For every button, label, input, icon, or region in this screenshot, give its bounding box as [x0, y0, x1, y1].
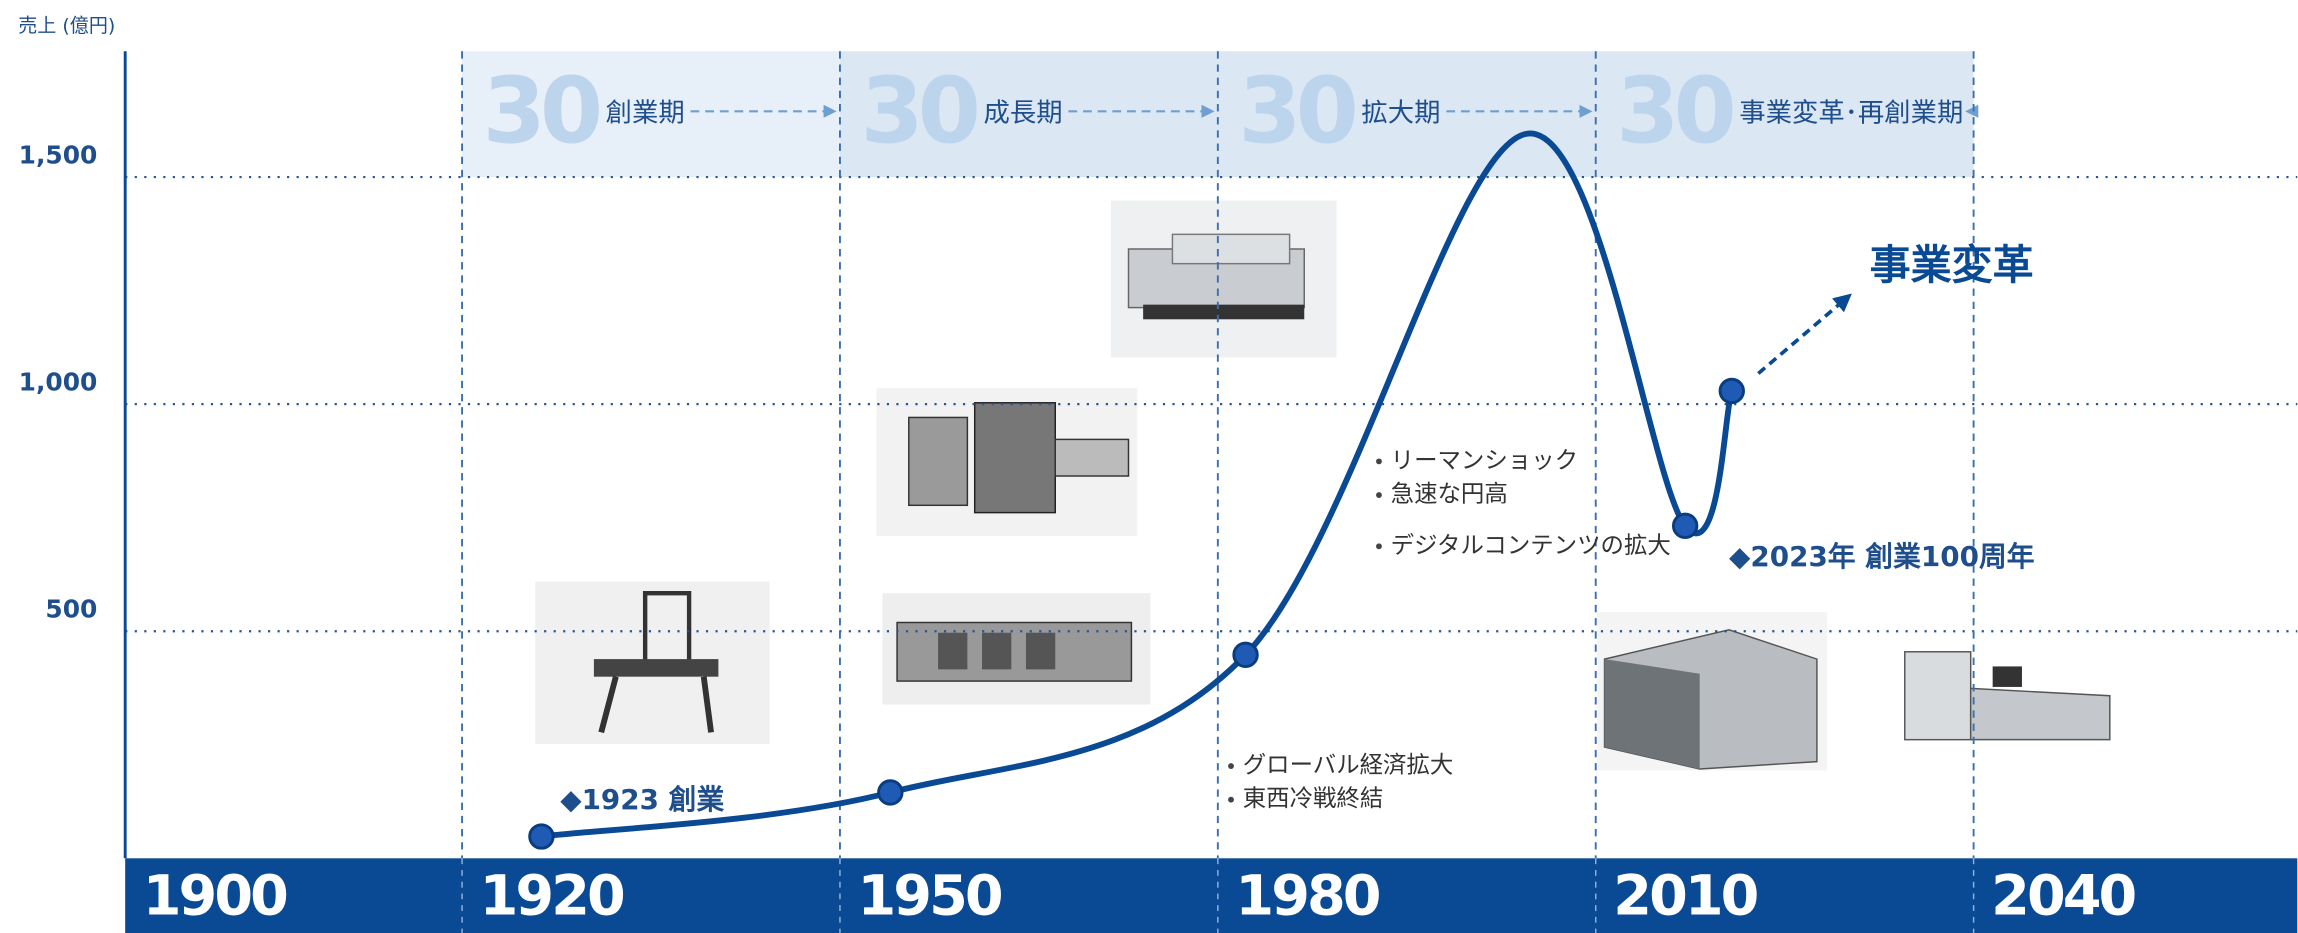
data-point [1232, 641, 1259, 669]
machine-photo [1898, 640, 2122, 764]
x-tick-label: 1980 [1235, 863, 1379, 928]
y-tick-label: 1,500 [19, 141, 98, 170]
trend-arrow [1757, 293, 1852, 375]
event: リーマンショック [1391, 446, 1578, 474]
period-label: 成長期 [983, 99, 1062, 129]
event-list: グローバル経済拡大 東西冷戦終結 [1228, 751, 1454, 812]
x-tick-label: 1920 [480, 863, 624, 928]
machine-photo [882, 593, 1151, 705]
machine-photo [1597, 612, 1828, 771]
machine-photo [1110, 200, 1337, 358]
y-tick-label: 1,000 [19, 368, 98, 397]
period-years: 30 [1616, 59, 1732, 164]
event: 急速な円高 [1391, 480, 1508, 508]
x-tick-label: 1900 [143, 863, 287, 928]
x-axis-band [125, 858, 2298, 933]
machine-photo [876, 388, 1138, 537]
y-axis-label: 売上 (億円) [18, 15, 115, 37]
period-band [839, 51, 1218, 178]
period-years: 30 [1238, 59, 1354, 164]
data-point [1671, 512, 1699, 540]
x-tick-label: 2040 [1991, 863, 2135, 928]
period-label: 創業期 [606, 99, 685, 129]
x-tick-label: 2010 [1613, 863, 1757, 928]
event: グローバル経済拡大 [1243, 751, 1454, 779]
event: 東西冷戦終結 [1243, 784, 1384, 812]
annotation: ◆1923 創業 [560, 783, 724, 816]
data-point [528, 823, 555, 850]
period-band [1217, 51, 1596, 178]
machine-photo [535, 581, 770, 745]
period-years: 30 [483, 59, 599, 164]
event-list: リーマンショック 急速な円高 デジタルコンテンツの拡大 [1376, 446, 1671, 559]
data-point [877, 779, 904, 806]
period-label: 拡大期 [1361, 99, 1440, 129]
period-band [462, 51, 840, 178]
annotation: ◆2023年 創業100周年 [1729, 540, 2035, 573]
x-tick-label: 1950 [858, 863, 1002, 928]
period-label: 事業変革･再創業期 [1739, 99, 1963, 129]
data-point [1718, 377, 1745, 405]
event: デジタルコンテンツの拡大 [1391, 531, 1671, 559]
annotation: 事業変革 [1870, 241, 2034, 289]
period-years: 30 [860, 59, 976, 164]
period-band [1595, 51, 1974, 178]
y-tick-label: 500 [45, 595, 97, 624]
